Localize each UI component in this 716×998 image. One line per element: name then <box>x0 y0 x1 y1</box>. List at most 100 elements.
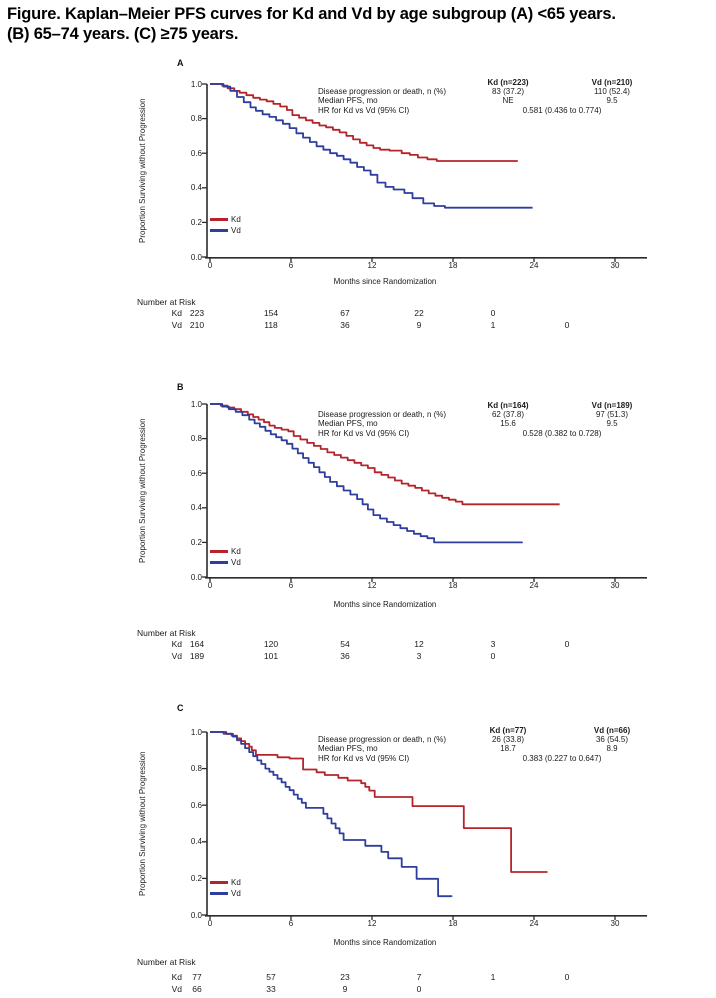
x-tick-label: 12 <box>367 919 377 928</box>
panel-b-legend-item-kd: Kd <box>210 547 241 556</box>
risk-value: 36 <box>340 320 350 330</box>
x-tick-label: 24 <box>529 261 539 270</box>
stats-row-label: Disease progression or death, n (%) <box>318 735 447 744</box>
risk-value: 101 <box>263 651 279 661</box>
stats-row-label: Disease progression or death, n (%) <box>318 410 447 419</box>
y-tick-label: 0.8 <box>190 764 202 774</box>
stats-value: 8.9 <box>606 744 618 753</box>
risk-value: 3 <box>416 651 422 661</box>
x-tick-label: 12 <box>367 581 377 590</box>
x-tick-label: 30 <box>610 919 620 928</box>
panel-b-stats-col-kd: Kd (n=164) <box>487 401 529 410</box>
panel-b-label: B <box>177 382 184 392</box>
risk-value: 57 <box>266 972 276 982</box>
figure-title-line2: (B) 65–74 years. (C) ≥75 years. <box>7 25 239 43</box>
stats-value: 83 (37.2) <box>491 87 525 96</box>
stats-row-label: Median PFS, mo <box>318 744 378 753</box>
vd-line-swatch <box>210 229 228 232</box>
stats-value: 110 (52.4) <box>594 87 630 96</box>
x-tick-label: 0 <box>207 919 213 928</box>
risk-value: 66 <box>192 984 202 994</box>
stats-row-label: HR for Kd vs Vd (95% CI) <box>318 106 410 115</box>
panel-a-stats-col-kd: Kd (n=223) <box>487 78 529 87</box>
panel-a-risk-title: Number at Risk <box>137 297 196 307</box>
risk-value: 9 <box>342 984 348 994</box>
x-tick-label: 6 <box>288 581 294 590</box>
stats-value: 36 (54.5) <box>595 735 629 744</box>
stats-hr-value: 0.383 (0.227 to 0.647) <box>522 754 602 763</box>
risk-value: 223 <box>189 308 205 318</box>
risk-value: 36 <box>340 651 350 661</box>
risk-value: 7 <box>416 972 422 982</box>
risk-row-name-vd: Vd <box>171 651 182 661</box>
panel-c-legend-item-vd: Vd <box>210 889 241 898</box>
vd-line-swatch <box>210 561 228 564</box>
risk-value: 0 <box>416 984 422 994</box>
y-tick-label: 0.4 <box>190 183 202 193</box>
panel-c-label: C <box>177 703 184 713</box>
risk-value: 0 <box>564 972 570 982</box>
stats-row-label: HR for Kd vs Vd (95% CI) <box>318 429 410 438</box>
legend-label-vd: Vd <box>231 558 241 567</box>
y-tick-label: 0.0 <box>190 910 202 920</box>
y-tick-label: 0.4 <box>190 837 202 847</box>
panel-c-x-axis-title: Months since Randomization <box>333 938 437 947</box>
panel-c-risk-title: Number at Risk <box>137 957 196 967</box>
y-tick-label: 0.2 <box>190 217 202 227</box>
risk-value: 3 <box>490 639 496 649</box>
panel-b-risk-title: Number at Risk <box>137 628 196 638</box>
x-tick-label: 18 <box>448 261 458 270</box>
risk-value: 9 <box>416 320 422 330</box>
stats-value: 15.6 <box>500 419 516 428</box>
panel-c-stats-col-vd: Vd (n=66) <box>593 726 631 735</box>
panel-b-km-plot <box>202 403 647 582</box>
risk-value: 120 <box>263 639 279 649</box>
y-tick-label: 0.6 <box>190 148 202 158</box>
panel-c-km-plot <box>202 731 647 920</box>
risk-value: 0 <box>490 308 496 318</box>
panel-a-stats-col-vd: Vd (n=210) <box>591 78 633 87</box>
x-tick-label: 0 <box>207 581 213 590</box>
y-tick-label: 0.0 <box>190 572 202 582</box>
x-tick-label: 24 <box>529 919 539 928</box>
risk-value: 189 <box>189 651 205 661</box>
risk-row-name-vd: Vd <box>171 320 182 330</box>
y-tick-label: 1.0 <box>190 727 202 737</box>
kd-line-swatch <box>210 218 228 221</box>
y-tick-label: 0.6 <box>190 468 202 478</box>
stats-value: 9.5 <box>606 96 618 105</box>
figure-title-line1: Figure. Kaplan–Meier PFS curves for Kd a… <box>7 5 616 23</box>
risk-value: 23 <box>340 972 350 982</box>
stats-value: 26 (33.8) <box>491 735 525 744</box>
vd-line-swatch <box>210 892 228 895</box>
risk-value: 0 <box>490 651 496 661</box>
risk-value: 210 <box>189 320 205 330</box>
risk-value: 12 <box>414 639 424 649</box>
risk-value: 0 <box>564 320 570 330</box>
panel-c-legend-item-kd: Kd <box>210 878 241 887</box>
stats-value: NE <box>502 96 514 105</box>
risk-value: 118 <box>264 320 278 330</box>
stats-hr-value: 0.581 (0.436 to 0.774) <box>522 106 602 115</box>
y-tick-label: 1.0 <box>190 79 202 89</box>
y-tick-label: 0.0 <box>190 252 202 262</box>
stats-row-label: Median PFS, mo <box>318 419 378 428</box>
panel-a-legend-item-kd: Kd <box>210 215 241 224</box>
stats-hr-value: 0.528 (0.382 to 0.728) <box>522 429 602 438</box>
panel-a-km-plot <box>202 83 647 262</box>
panel-a-x-axis-title: Months since Randomization <box>333 277 437 286</box>
panel-b-stats-col-vd: Vd (n=189) <box>591 401 633 410</box>
y-tick-label: 0.2 <box>190 537 202 547</box>
risk-row-name-kd: Kd <box>171 639 182 649</box>
risk-row-name-vd: Vd <box>171 984 182 994</box>
kd-line-swatch <box>210 550 228 553</box>
x-tick-label: 12 <box>367 261 377 270</box>
panel-a-legend-item-vd: Vd <box>210 226 241 235</box>
risk-value: 77 <box>192 972 202 982</box>
kd-line-swatch <box>210 881 228 884</box>
x-tick-label: 30 <box>610 581 620 590</box>
risk-value: 33 <box>266 984 276 994</box>
legend-label-vd: Vd <box>231 226 241 235</box>
stats-value: 97 (51.3) <box>595 410 629 419</box>
